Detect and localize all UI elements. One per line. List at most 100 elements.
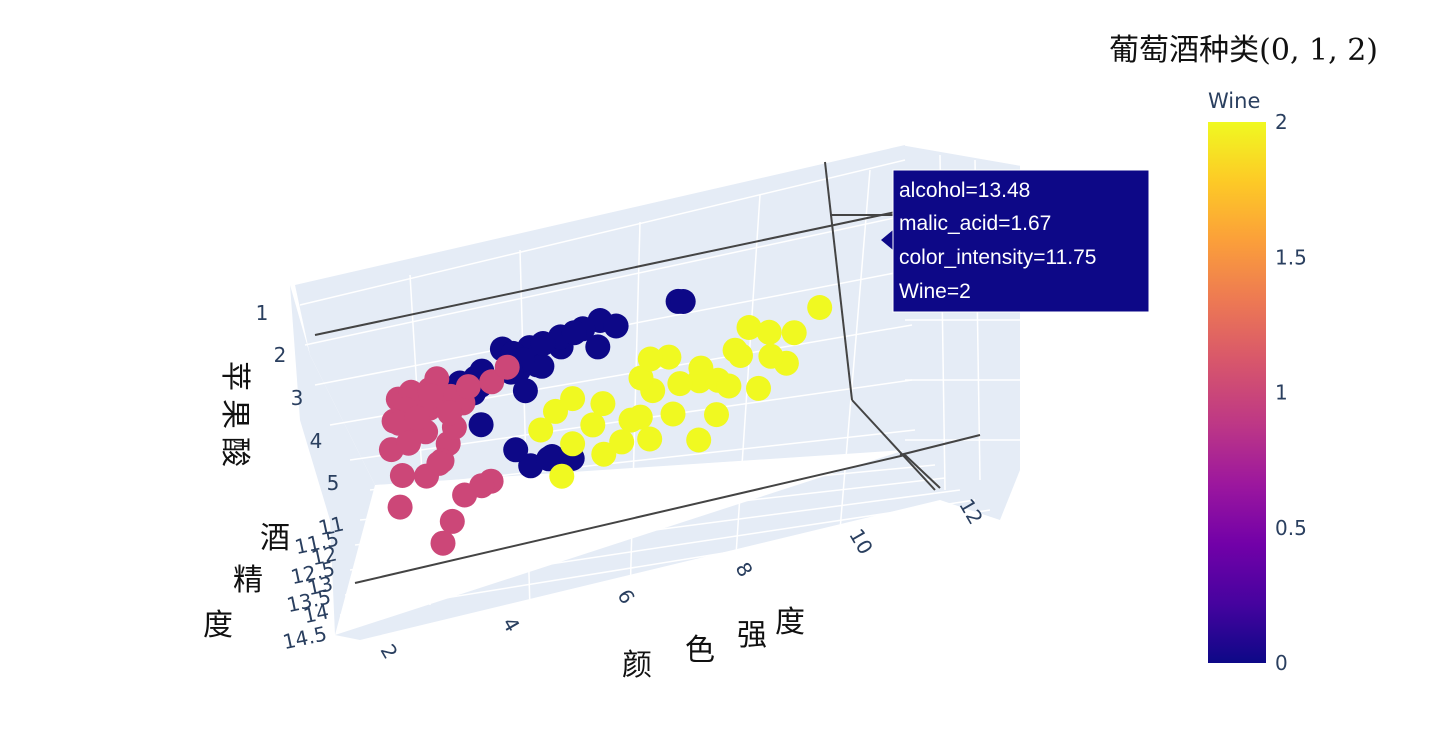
- data-point-class-2[interactable]: [728, 343, 753, 368]
- axis-title-char: 果: [217, 399, 252, 429]
- data-point-class-1[interactable]: [426, 450, 452, 476]
- data-point-class-1[interactable]: [437, 400, 463, 426]
- x-tick-label: 8: [730, 558, 757, 581]
- hover-line-alcohol: alcohol=13.48: [899, 179, 1030, 202]
- axis-title-char: 酸: [217, 437, 252, 467]
- colorbar-tick-label: 1: [1275, 381, 1288, 405]
- data-point-class-2[interactable]: [628, 365, 654, 391]
- x-tick-label: 4: [497, 613, 524, 636]
- data-point-class-0[interactable]: [585, 334, 611, 360]
- data-point-class-2[interactable]: [543, 398, 568, 424]
- data-point-class-2[interactable]: [627, 404, 653, 430]
- data-point-class-2[interactable]: [704, 402, 729, 428]
- data-point-class-2[interactable]: [758, 343, 784, 369]
- axis-title-char: 苹: [217, 361, 252, 391]
- z-tick-label: 14: [301, 599, 331, 628]
- data-point-class-2[interactable]: [686, 427, 712, 453]
- data-point-class-1[interactable]: [387, 494, 413, 520]
- colorbar-tick-label: 0.5: [1275, 516, 1307, 540]
- data-point-class-1[interactable]: [494, 354, 520, 380]
- colorbar-tick-label: 0: [1275, 651, 1288, 675]
- colorbar-tick-label: 1.5: [1275, 245, 1307, 269]
- data-point-class-1[interactable]: [418, 383, 444, 409]
- side-wall-pane: [290, 285, 375, 635]
- x-axis-title: 颜色强度: [622, 605, 805, 683]
- axis-title-char: 精: [233, 563, 263, 598]
- data-point-class-1[interactable]: [396, 430, 421, 456]
- data-point-class-2[interactable]: [560, 431, 586, 457]
- data-point-class-1[interactable]: [469, 473, 495, 499]
- data-point-class-2[interactable]: [667, 371, 693, 397]
- data-point-class-0[interactable]: [603, 313, 629, 339]
- y-tick-label: 4: [310, 429, 323, 453]
- axis-title-char: 颜: [622, 648, 652, 683]
- data-point-class-2[interactable]: [660, 401, 686, 427]
- y-tick-label: 2: [274, 343, 287, 367]
- data-point-class-0[interactable]: [529, 353, 555, 379]
- z-tick-label: 13: [305, 571, 335, 600]
- data-point-class-2[interactable]: [609, 429, 635, 455]
- data-point-class-1[interactable]: [430, 530, 456, 556]
- data-point-class-1[interactable]: [404, 405, 430, 431]
- axis-title-char: 度: [203, 608, 233, 643]
- x-tick-label: 6: [612, 585, 639, 608]
- data-point-class-0[interactable]: [512, 378, 538, 404]
- colorbar-ticks: 0 0.5 1 1.5 2: [1275, 110, 1307, 675]
- hover-box: [892, 169, 1150, 313]
- z-tick-label: 11: [316, 511, 346, 540]
- x-tick-label: 2: [375, 640, 402, 663]
- grid-lines: [299, 144, 1021, 616]
- data-point-class-1[interactable]: [455, 374, 481, 400]
- colorbar-tick-label: 2: [1275, 110, 1288, 134]
- data-point-class-2[interactable]: [807, 295, 833, 320]
- hover-tooltip: alcohol=13.48 malic_acid=1.67 color_inte…: [881, 169, 1150, 313]
- data-point-class-0[interactable]: [530, 331, 556, 356]
- data-point-class-2[interactable]: [716, 373, 742, 399]
- y-axis-title: 苹果酸: [217, 361, 252, 467]
- hover-line-wine: Wine=2: [899, 280, 971, 303]
- data-point-class-0[interactable]: [536, 446, 562, 472]
- colorbar[interactable]: Wine 0 0.5 1 1.5 2: [1208, 89, 1307, 675]
- data-point-class-2[interactable]: [591, 441, 617, 467]
- data-point-class-2[interactable]: [549, 463, 575, 489]
- data-point-class-2[interactable]: [688, 355, 714, 381]
- y-tick-label: 1: [256, 301, 269, 325]
- data-point-class-2[interactable]: [746, 375, 771, 401]
- back-wall-pane: [295, 145, 1020, 500]
- z-axis-title: 酒精度: [203, 521, 290, 643]
- data-point-class-2[interactable]: [637, 426, 663, 452]
- data-point-class-2[interactable]: [756, 319, 782, 345]
- data-point-class-2[interactable]: [560, 386, 586, 412]
- data-point-class-1[interactable]: [389, 463, 415, 488]
- data-point-class-2[interactable]: [736, 315, 762, 340]
- data-point-class-2[interactable]: [528, 417, 554, 443]
- data-point-class-0[interactable]: [561, 320, 587, 346]
- axis-title-char: 酒: [260, 521, 290, 556]
- data-point-class-1[interactable]: [439, 508, 465, 534]
- data-point-class-2[interactable]: [637, 346, 663, 372]
- y-tick-label: 5: [327, 471, 340, 495]
- y-tick-label: 3: [291, 386, 304, 410]
- data-point-class-0[interactable]: [468, 412, 494, 438]
- hover-line-color-intensity: color_intensity=11.75: [899, 246, 1097, 269]
- data-point-class-0[interactable]: [670, 289, 696, 314]
- axis-title-char: 度: [775, 605, 805, 640]
- data-point-class-0[interactable]: [503, 437, 529, 463]
- data-point-class-2[interactable]: [781, 320, 807, 346]
- data-points[interactable]: [378, 288, 833, 556]
- data-point-class-2[interactable]: [580, 412, 606, 438]
- colorbar-gradient: [1208, 122, 1266, 663]
- data-point-class-2[interactable]: [656, 344, 682, 370]
- axis-lines: [314, 161, 981, 584]
- axis-title-char: 强: [737, 618, 767, 653]
- axis-title-char: 色: [685, 633, 715, 668]
- z-tick-label: 14.5: [280, 621, 329, 654]
- z-tick-label: 12: [309, 541, 339, 570]
- chart-title: 葡萄酒种类(0, 1, 2): [1109, 33, 1378, 68]
- data-point-class-2[interactable]: [590, 391, 616, 417]
- hover-pointer: [881, 230, 893, 250]
- hover-line-malic-acid: malic_acid=1.67: [899, 212, 1051, 235]
